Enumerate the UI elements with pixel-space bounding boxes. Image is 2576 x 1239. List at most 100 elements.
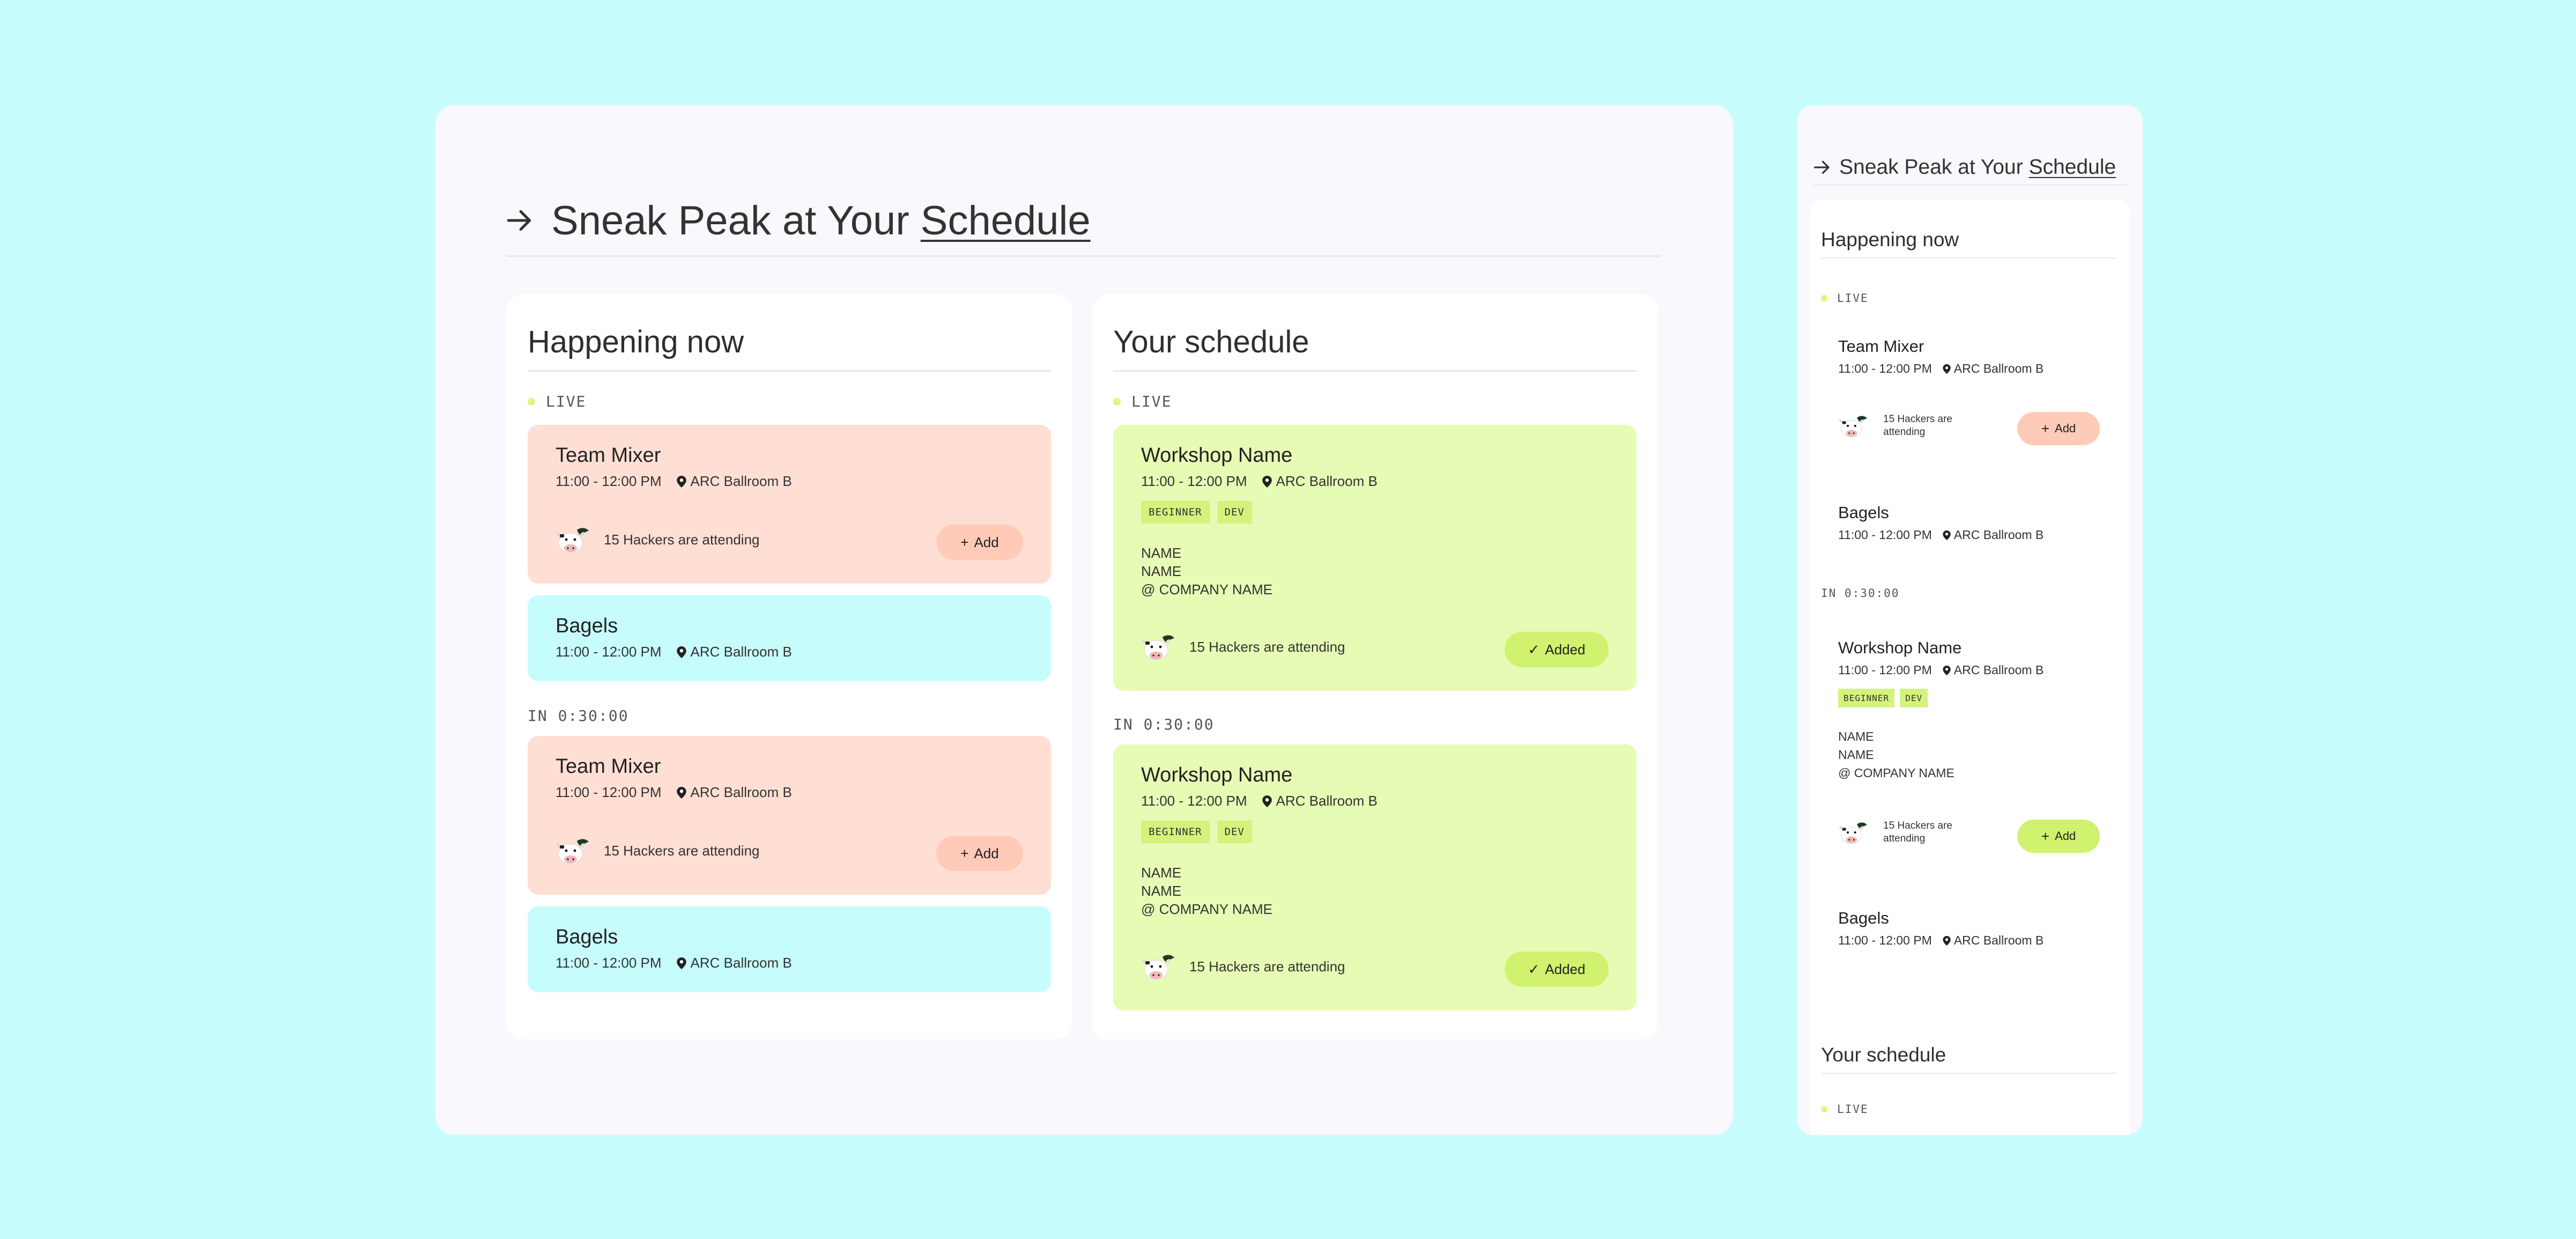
- add-button[interactable]: + Add: [936, 836, 1023, 871]
- page-title-schedule-link[interactable]: Schedule: [920, 197, 1091, 244]
- event-card[interactable]: Bagels 11:00 - 12:00 PM ARC Ballroom B: [1821, 887, 2117, 973]
- map-pin-icon: [677, 646, 686, 658]
- added-button[interactable]: ✓ Added: [1505, 632, 1609, 667]
- add-button[interactable]: + Add: [2017, 412, 2100, 445]
- live-label: LIVE: [1821, 292, 1869, 305]
- tag-beginner: BEGINNER: [1141, 501, 1210, 523]
- workshop-card[interactable]: Workshop Name 11:00 - 12:00 PM ARC Ballr…: [1821, 617, 2117, 876]
- cow-avatar-icon: [1141, 952, 1178, 982]
- map-pin-icon: [677, 476, 686, 488]
- event-time-location: 11:00 - 12:00 PM ARC Ballroom B: [556, 473, 792, 490]
- event-card[interactable]: Team Mixer 11:00 - 12:00 PM ARC Ballroom…: [528, 425, 1051, 584]
- event-time: 11:00 - 12:00 PM: [556, 955, 662, 971]
- countdown-label: IN 0:30:00: [1821, 587, 1900, 600]
- cow-avatar-icon: [1838, 820, 1870, 845]
- event-time-location: 11:00 - 12:00 PM ARC Ballroom B: [1838, 528, 2044, 542]
- event-title: Team Mixer: [556, 444, 661, 467]
- live-label-text: LIVE: [546, 393, 587, 410]
- added-button[interactable]: ✓ Added: [1505, 952, 1609, 987]
- cow-avatar-icon: [1838, 413, 1870, 439]
- map-pin-icon: [1943, 364, 1951, 374]
- live-dot-icon: [1821, 295, 1827, 301]
- workshop-card[interactable]: [1821, 1127, 2117, 1135]
- speaker-company: @ COMPANY NAME: [1141, 581, 1273, 598]
- event-time: 11:00 - 12:00 PM: [1141, 473, 1247, 489]
- event-title: Workshop Name: [1838, 638, 1962, 657]
- tag-list: BEGINNER DEV: [1141, 821, 1252, 843]
- event-title: Bagels: [556, 926, 618, 948]
- speaker-name: NAME: [1141, 865, 1182, 881]
- speaker-name: NAME: [1141, 883, 1182, 899]
- live-dot-icon: [1821, 1106, 1827, 1112]
- tag-list: BEGINNER DEV: [1141, 501, 1252, 523]
- live-label: LIVE: [1821, 1103, 1869, 1116]
- event-location: ARC Ballroom B: [1953, 528, 2044, 542]
- plus-icon: +: [960, 534, 969, 550]
- happening-now-column: Happening now LIVE Team Mixer 11:00 - 12…: [1810, 200, 2130, 1106]
- event-location: ARC Ballroom B: [1276, 473, 1378, 489]
- attendees: 15 Hackers are attending: [1141, 632, 1345, 662]
- event-time: 11:00 - 12:00 PM: [1141, 793, 1247, 809]
- event-location: ARC Ballroom B: [1276, 793, 1378, 809]
- added-button-label: Added: [1545, 961, 1586, 977]
- add-button-label: Add: [2055, 829, 2076, 843]
- event-time: 11:00 - 12:00 PM: [556, 473, 662, 489]
- add-button[interactable]: + Add: [936, 525, 1023, 560]
- speaker-name: NAME: [1141, 545, 1182, 561]
- page-title-schedule-link[interactable]: Schedule: [2029, 156, 2116, 179]
- event-card[interactable]: Bagels 11:00 - 12:00 PM ARC Ballroom B: [528, 906, 1051, 992]
- event-time-location: 11:00 - 12:00 PM ARC Ballroom B: [556, 784, 792, 801]
- plus-icon: +: [2041, 828, 2050, 844]
- event-time: 11:00 - 12:00 PM: [1838, 933, 1932, 947]
- added-button-label: Added: [1545, 641, 1586, 658]
- page-title: Sneak Peak at Your Schedule: [551, 197, 1091, 244]
- tag-beginner: BEGINNER: [1141, 821, 1210, 843]
- add-button-label: Add: [2055, 422, 2076, 435]
- event-card[interactable]: Bagels 11:00 - 12:00 PM ARC Ballroom B: [1821, 482, 2117, 567]
- page-title-prefix: Sneak Peak at Your: [1839, 156, 2029, 179]
- event-card[interactable]: Team Mixer 11:00 - 12:00 PM ARC Ballroom…: [1821, 315, 2117, 471]
- workshop-card[interactable]: Workshop Name 11:00 - 12:00 PM ARC Ballr…: [1113, 744, 1637, 1011]
- event-card[interactable]: Bagels 11:00 - 12:00 PM ARC Ballroom B: [528, 595, 1051, 681]
- live-label-text: LIVE: [1131, 393, 1172, 410]
- plus-icon: +: [2041, 420, 2050, 437]
- attendees-text: 15 Hackers are attending: [1189, 958, 1345, 975]
- add-button[interactable]: + Add: [2017, 820, 2100, 853]
- speaker-company: @ COMPANY NAME: [1141, 901, 1273, 917]
- workshop-card[interactable]: Workshop Name 11:00 - 12:00 PM ARC Ballr…: [1113, 425, 1637, 691]
- attendees-text: 15 Hackers are attending: [1883, 414, 1952, 438]
- map-pin-icon: [1943, 666, 1951, 675]
- attendees: 15 Hackers are attending: [1838, 820, 1964, 845]
- event-title: Workshop Name: [1141, 764, 1293, 786]
- page-title-prefix: Sneak Peak at Your: [551, 197, 921, 244]
- tag-dev: DEV: [1900, 689, 1928, 707]
- event-title: Team Mixer: [556, 755, 661, 778]
- add-button-label: Add: [974, 845, 999, 861]
- attendees: 15 Hackers are attending: [1141, 952, 1345, 982]
- happening-now-title: Happening now: [528, 324, 1051, 372]
- attendees: 15 Hackers are attending: [1838, 413, 1964, 439]
- tag-list: BEGINNER DEV: [1838, 689, 1928, 707]
- arrow-right-icon: [506, 207, 533, 234]
- countdown-label: IN 0:30:00: [1113, 716, 1215, 733]
- event-time-location: 11:00 - 12:00 PM ARC Ballroom B: [1141, 473, 1378, 490]
- event-time: 11:00 - 12:00 PM: [1838, 663, 1932, 677]
- event-location: ARC Ballroom B: [1953, 362, 2044, 375]
- tag-dev: DEV: [1217, 821, 1252, 843]
- page-title: Sneak Peak at Your Schedule: [1839, 156, 2116, 179]
- event-card[interactable]: Team Mixer 11:00 - 12:00 PM ARC Ballroom…: [528, 736, 1051, 895]
- tag-beginner: BEGINNER: [1838, 689, 1895, 707]
- map-pin-icon: [677, 957, 686, 969]
- speaker-name: NAME: [1838, 729, 1874, 743]
- cow-avatar-icon: [556, 525, 592, 555]
- your-schedule-column: Your schedule LIVE: [1810, 1015, 2130, 1135]
- live-label: LIVE: [1113, 393, 1172, 410]
- map-pin-icon: [1262, 476, 1272, 488]
- speakers: NAME NAME @ COMPANY NAME: [1141, 544, 1272, 599]
- event-location: ARC Ballroom B: [690, 955, 792, 971]
- live-label-text: LIVE: [1837, 1103, 1869, 1116]
- event-time: 11:00 - 12:00 PM: [556, 644, 662, 660]
- page-heading: Sneak Peak at Your Schedule: [1813, 154, 2127, 186]
- event-time-location: 11:00 - 12:00 PM ARC Ballroom B: [1838, 362, 2044, 376]
- check-icon: ✓: [1528, 641, 1540, 658]
